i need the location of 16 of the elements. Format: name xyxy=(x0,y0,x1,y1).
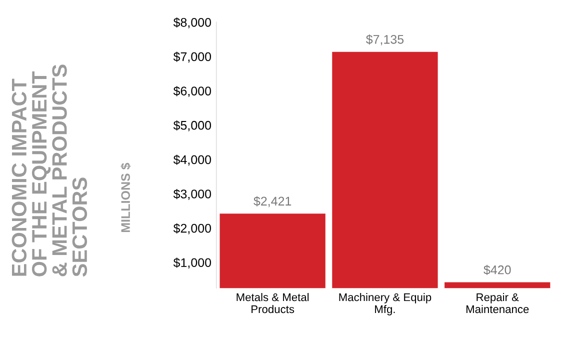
x-tick-label: Machinery & Equip Mfg. xyxy=(339,293,432,316)
data-label: $2,421 xyxy=(254,196,292,208)
y-axis-title: MILLIONS $ xyxy=(120,162,131,232)
x-tick-label: Repair & Maintenance xyxy=(466,293,529,314)
y-tick-label: $3,000 xyxy=(173,189,212,200)
y-tick-label: $6,000 xyxy=(173,86,212,97)
y-tick-label: $2,000 xyxy=(173,223,212,234)
y-tick-label: $7,000 xyxy=(173,52,212,63)
y-tick-label: $1,000 xyxy=(173,258,212,269)
data-label: $7,135 xyxy=(366,34,404,46)
y-tick-label: $4,000 xyxy=(173,154,212,166)
x-tick-label: Metals & Metal Products xyxy=(236,293,309,314)
text: ECONOMIC IMPACT OF THE EQUIPMENT & METAL PRODUCTS SECTORS xyxy=(12,64,88,277)
y-tick-label: $8,000 xyxy=(173,17,212,28)
data-label: $420 xyxy=(484,264,511,276)
y-tick-label: $5,000 xyxy=(173,120,212,132)
